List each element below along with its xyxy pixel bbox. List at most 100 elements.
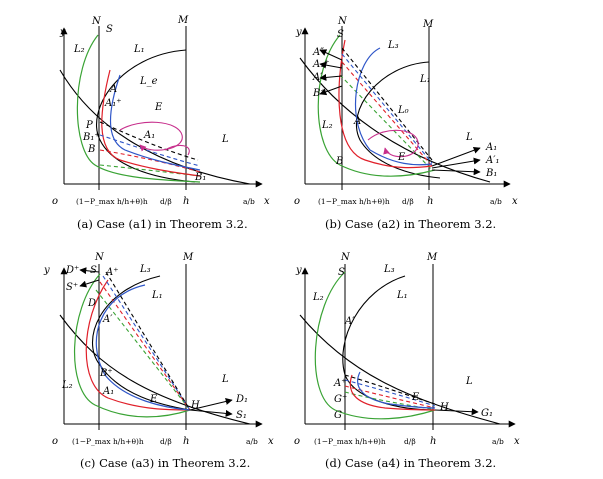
panel-a1: y N S M L₂ L₁ L_e A A₁⁺ E P B₁⁺ B A₁ L B…	[52, 15, 270, 231]
curve-red	[349, 374, 436, 411]
label-L1: L₁	[151, 290, 163, 301]
xtick-4: a/b	[490, 197, 502, 206]
label-E: E	[411, 392, 420, 403]
axis-y-label: y	[295, 265, 302, 276]
spiral-magenta-1	[119, 121, 183, 152]
arrow-A2	[319, 49, 343, 61]
dashed-red	[344, 385, 436, 409]
xtick-2: d/β	[160, 437, 172, 446]
dashed-black	[341, 47, 433, 161]
dashed-blue	[102, 275, 191, 411]
label-Aplus: A⁺	[105, 267, 119, 278]
xtick-3: h	[427, 196, 433, 207]
origin-label: o	[294, 436, 300, 447]
vline-S-label: S	[106, 24, 113, 35]
spiral-magenta-2	[164, 144, 190, 156]
label-P: P	[85, 120, 93, 131]
curve-green	[314, 271, 436, 420]
curve-L1	[342, 275, 436, 411]
arrow-D1	[189, 398, 233, 411]
spiral-magenta	[367, 129, 419, 158]
axis-y-label: y	[295, 27, 302, 38]
xtick-3: h	[430, 436, 436, 447]
label-Aprime: A′	[312, 72, 323, 83]
dashed-black	[344, 374, 436, 405]
caption-b: (b) Case (a2) in Theorem 3.2.	[325, 217, 496, 231]
axis-y-label: y	[59, 27, 66, 38]
curve-L1	[355, 61, 441, 179]
label-L: L	[465, 132, 473, 143]
xtick-2: d/β	[402, 197, 414, 206]
axis-x-label: x	[512, 196, 518, 207]
label-Bplus: B⁺	[99, 368, 113, 379]
origin-label: o	[52, 436, 58, 447]
dashed-black	[99, 121, 199, 161]
curve-L	[299, 57, 491, 183]
xtick-3: h	[183, 436, 189, 447]
label-L: L	[221, 134, 229, 145]
label-Gplus: G⁺	[334, 394, 347, 405]
vline-S-label: S	[337, 29, 344, 40]
curve-green	[317, 34, 436, 177]
dashed-red	[99, 149, 201, 173]
xtick-2: d/β	[160, 197, 172, 206]
arrow-Splus	[79, 279, 100, 288]
label-G1: G₁	[481, 408, 493, 419]
label-L2: L₂	[61, 380, 73, 391]
label-Aprime: A′	[102, 314, 113, 325]
label-H: H	[190, 400, 200, 411]
panel-a4: y N S M L₂ L₃ L₁ A′ A⁺ G⁺ G E H L G₁ o (…	[294, 252, 520, 470]
xtick-4: a/b	[492, 437, 504, 446]
curve-blue	[109, 74, 201, 171]
arrow-A1plus	[319, 61, 343, 69]
xtick-1: (1−P_max h/h+θ)h	[72, 437, 144, 446]
arrow-Dplus	[79, 267, 100, 275]
label-A2: A″	[312, 47, 324, 58]
axis-y-label: y	[43, 265, 50, 276]
xtick-1: (1−P_max h/h+θ)h	[318, 197, 390, 206]
curve-L	[59, 69, 251, 185]
label-L2: L₂	[312, 292, 324, 303]
arrow-B1	[431, 168, 481, 176]
xtick-2: d/β	[404, 437, 416, 446]
vline-N-label: N	[340, 252, 351, 263]
xtick-4: a/b	[243, 197, 255, 206]
label-E: E	[149, 394, 158, 405]
label-L1: L₁	[396, 290, 408, 301]
dashed-blue	[344, 379, 436, 407]
xtick-3: h	[183, 196, 189, 207]
dashed-green	[95, 289, 191, 411]
curve-L	[299, 314, 501, 425]
label-L3: L₃	[387, 40, 399, 51]
vline-N-label: N	[94, 252, 105, 263]
label-L: L	[221, 374, 229, 385]
label-L3: L₃	[383, 264, 395, 275]
label-Dplus: D⁺	[65, 265, 79, 276]
arrow-Aprime	[319, 73, 343, 81]
vline-M-label: M	[182, 252, 194, 263]
dashed-blue	[341, 53, 433, 164]
vline-S-label: S	[338, 267, 345, 278]
dashed-green	[344, 391, 436, 411]
panel-a3: y N M D⁺ S A⁺ S⁺ D L₃ L₁ A′ B⁺ L₂ A₁ E H…	[43, 252, 274, 470]
label-Aprime: A′	[344, 316, 355, 327]
xtick-1: (1−P_max h/h+θ)h	[314, 437, 386, 446]
label-A1: A₁	[102, 386, 114, 397]
label-L2: L₂	[73, 44, 85, 55]
dashed-green	[99, 164, 201, 177]
label-L1: L₁	[419, 74, 431, 85]
curve-blue	[354, 47, 433, 166]
label-A: A	[353, 116, 361, 127]
label-A1prime: A′₁	[485, 155, 500, 166]
caption-a: (a) Case (a1) in Theorem 3.2.	[77, 217, 248, 231]
label-S: S	[90, 265, 97, 276]
curve-blue	[95, 284, 191, 411]
label-Splus: S⁺	[66, 282, 78, 293]
axis-x-label: x	[514, 436, 520, 447]
caption-c: (c) Case (a3) in Theorem 3.2.	[80, 456, 250, 470]
vline-M-label: M	[422, 19, 434, 30]
origin-label: o	[294, 196, 300, 207]
xtick-4: a/b	[246, 437, 258, 446]
label-D1: D₁	[235, 394, 248, 405]
